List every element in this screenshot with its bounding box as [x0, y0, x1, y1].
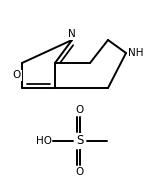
- Text: N: N: [68, 29, 76, 39]
- Text: O: O: [13, 70, 21, 80]
- Text: S: S: [76, 135, 84, 147]
- Text: O: O: [76, 167, 84, 177]
- Text: NH: NH: [128, 48, 144, 58]
- Text: HO: HO: [36, 136, 52, 146]
- Text: O: O: [76, 105, 84, 115]
